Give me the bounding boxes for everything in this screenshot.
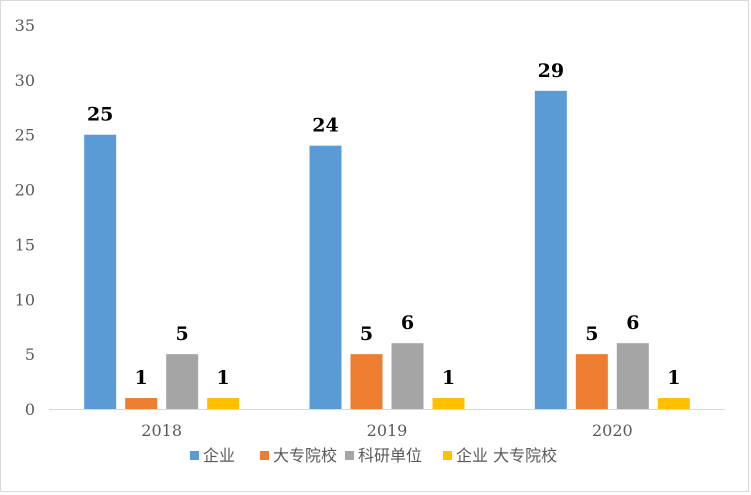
x-tick-label: 2018: [141, 421, 182, 440]
bar-3-2018: [166, 354, 199, 409]
data-label: 1: [442, 367, 455, 389]
bar-2-2020: [575, 354, 608, 409]
data-label: 1: [135, 367, 148, 389]
bar-2-2018: [125, 398, 158, 409]
bar-3-2020: [616, 343, 649, 409]
y-tick-label: 15: [15, 235, 35, 254]
bar-4-2018: [207, 398, 240, 409]
legend-label: 企业: [203, 446, 235, 465]
legend-swatch: [443, 451, 452, 460]
bar-1-2020: [534, 90, 567, 409]
y-axis: 0 5 10 15 20 25 30 35: [15, 16, 35, 419]
bar-3-2019: [391, 343, 424, 409]
bar-2-2019: [350, 354, 383, 409]
data-label: 25: [87, 104, 113, 126]
data-label: 24: [312, 115, 338, 137]
data-label: 6: [401, 312, 414, 334]
bar-1-2019: [309, 145, 342, 409]
data-label: 1: [667, 367, 680, 389]
legend-label: 企业 大专院校: [456, 446, 557, 465]
data-label: 5: [585, 323, 598, 345]
x-tick-label: 2019: [367, 421, 408, 440]
y-tick-label: 0: [25, 400, 35, 419]
legend-swatch: [190, 451, 199, 460]
data-label: 6: [626, 312, 639, 334]
bar-1-2018: [84, 134, 117, 409]
data-label: 5: [360, 323, 373, 345]
data-label: 1: [217, 367, 230, 389]
data-labels-group: 25 1 5 1 24 5 6 1 29 5 6 1: [87, 60, 681, 389]
y-tick-label: 5: [25, 345, 35, 364]
legend: 企业 大专院校 科研单位 企业 大专院校: [190, 446, 557, 465]
y-tick-label: 10: [15, 290, 35, 309]
y-tick-label: 30: [15, 71, 35, 90]
legend-swatch: [260, 451, 269, 460]
bars-group: [84, 90, 690, 409]
data-label: 5: [176, 323, 189, 345]
x-axis: 2018 2019 2020: [49, 409, 725, 440]
legend-swatch: [345, 451, 354, 460]
x-tick-label: 2020: [592, 421, 633, 440]
legend-label: 科研单位: [358, 446, 422, 465]
bar-4-2020: [657, 398, 690, 409]
legend-label: 大专院校: [273, 446, 337, 465]
y-tick-label: 35: [15, 16, 35, 35]
data-label: 29: [538, 60, 564, 82]
y-tick-label: 25: [15, 126, 35, 145]
bar-4-2019: [432, 398, 465, 409]
y-tick-label: 20: [15, 181, 35, 200]
